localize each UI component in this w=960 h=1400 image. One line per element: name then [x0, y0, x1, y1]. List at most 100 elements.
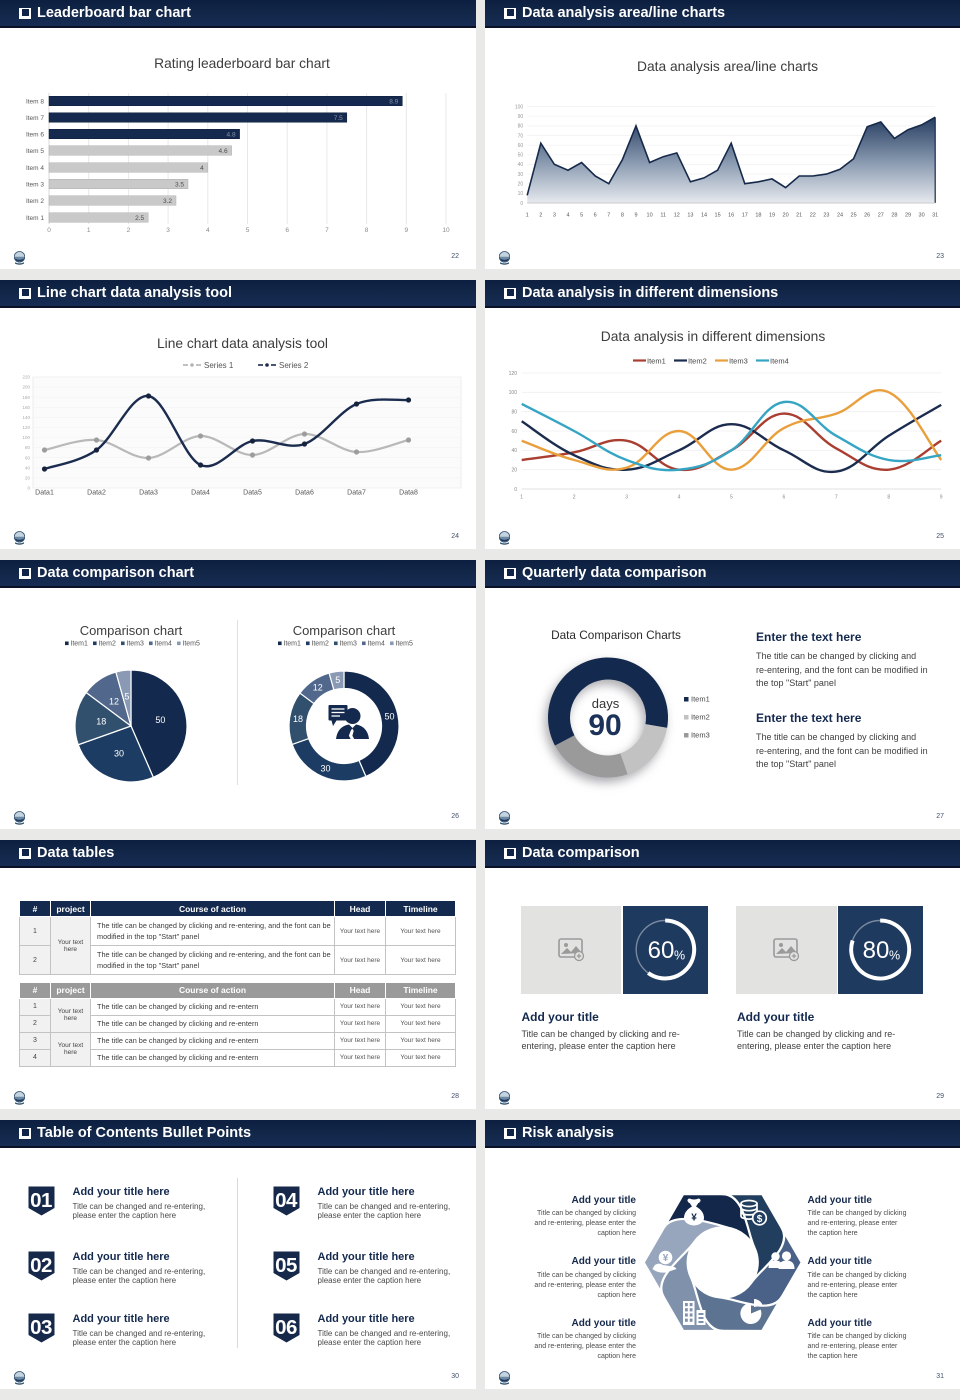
svg-text:$: $ — [757, 1214, 763, 1225]
svg-text:Item1: Item1 — [70, 640, 88, 647]
svg-text:Series 2: Series 2 — [279, 361, 309, 370]
svg-text:13: 13 — [687, 213, 693, 219]
svg-text:4: 4 — [566, 213, 569, 219]
svg-text:10: 10 — [518, 191, 524, 197]
svg-text:5: 5 — [246, 227, 250, 234]
svg-text:26: 26 — [864, 213, 870, 219]
svg-text:15: 15 — [715, 213, 721, 219]
svg-text:2: 2 — [573, 495, 576, 501]
svg-text:4.6: 4.6 — [219, 148, 228, 155]
svg-text:140: 140 — [22, 415, 30, 420]
svg-text:%: % — [889, 948, 900, 962]
svg-text:60: 60 — [25, 455, 31, 460]
svg-text:10: 10 — [442, 227, 450, 234]
svg-text:120: 120 — [509, 371, 518, 377]
svg-text:days: days — [592, 696, 620, 711]
svg-text:7: 7 — [325, 227, 329, 234]
svg-text:Item 7: Item 7 — [26, 115, 44, 122]
svg-text:18: 18 — [96, 717, 106, 727]
svg-text:29: 29 — [905, 213, 911, 219]
svg-text:Item1: Item1 — [691, 695, 710, 704]
svg-text:Data8: Data8 — [399, 490, 418, 497]
svg-text:50: 50 — [155, 715, 165, 725]
svg-text:16: 16 — [728, 213, 734, 219]
svg-text:3: 3 — [166, 227, 170, 234]
svg-text:04: 04 — [275, 1189, 298, 1212]
svg-text:24: 24 — [837, 213, 843, 219]
svg-text:1: 1 — [87, 227, 91, 234]
svg-text:Item2: Item2 — [98, 640, 116, 647]
svg-text:Item4: Item4 — [367, 640, 385, 647]
svg-text:100: 100 — [509, 390, 518, 396]
svg-text:01: 01 — [30, 1189, 52, 1212]
svg-text:Series 1: Series 1 — [204, 361, 234, 370]
svg-text:Data5: Data5 — [243, 490, 262, 497]
svg-text:0: 0 — [514, 487, 517, 493]
svg-text:Item 8: Item 8 — [26, 98, 44, 105]
svg-text:Item1: Item1 — [283, 640, 301, 647]
svg-text:9: 9 — [634, 213, 637, 219]
svg-text:6: 6 — [285, 227, 289, 234]
svg-text:Data4: Data4 — [191, 490, 210, 497]
svg-text:8: 8 — [365, 227, 369, 234]
svg-text:Data2: Data2 — [87, 490, 106, 497]
svg-text:3: 3 — [553, 213, 556, 219]
svg-text:40: 40 — [518, 162, 524, 168]
svg-text:80: 80 — [518, 124, 524, 130]
svg-text:60: 60 — [511, 429, 517, 435]
svg-text:220: 220 — [22, 375, 30, 380]
svg-text:6: 6 — [594, 213, 597, 219]
svg-text:Item2: Item2 — [688, 356, 707, 365]
svg-text:%: % — [674, 948, 685, 962]
svg-text:27: 27 — [878, 213, 884, 219]
svg-text:3.5: 3.5 — [175, 181, 184, 188]
svg-text:12: 12 — [674, 213, 680, 219]
svg-text:80: 80 — [25, 445, 31, 450]
svg-text:22: 22 — [810, 213, 816, 219]
svg-text:Item3: Item3 — [729, 356, 748, 365]
svg-text:30: 30 — [518, 172, 524, 178]
svg-text:8: 8 — [621, 213, 624, 219]
svg-text:31: 31 — [932, 213, 938, 219]
svg-text:50: 50 — [518, 153, 524, 159]
svg-text:Item3: Item3 — [339, 640, 357, 647]
svg-text:Data3: Data3 — [139, 490, 158, 497]
svg-text:2: 2 — [539, 213, 542, 219]
svg-text:80: 80 — [511, 410, 517, 416]
svg-text:7.5: 7.5 — [334, 115, 343, 122]
svg-text:6: 6 — [783, 495, 786, 501]
svg-text:50: 50 — [384, 712, 394, 722]
svg-text:100: 100 — [515, 104, 524, 110]
svg-text:Data1: Data1 — [35, 490, 54, 497]
svg-text:Item 6: Item 6 — [26, 131, 44, 138]
svg-text:19: 19 — [769, 213, 775, 219]
svg-text:Data Comparison Charts: Data Comparison Charts — [551, 628, 681, 642]
svg-text:2: 2 — [127, 227, 131, 234]
svg-text:3: 3 — [625, 495, 628, 501]
svg-text:4.8: 4.8 — [227, 131, 236, 138]
svg-text:2.5: 2.5 — [135, 215, 144, 222]
svg-text:Data7: Data7 — [347, 490, 366, 497]
svg-text:3.2: 3.2 — [163, 198, 172, 205]
svg-text:10: 10 — [647, 213, 653, 219]
svg-text:12: 12 — [109, 696, 119, 706]
svg-text:Item 4: Item 4 — [26, 165, 44, 172]
svg-text:20: 20 — [25, 476, 31, 481]
svg-text:100: 100 — [22, 435, 30, 440]
svg-text:30: 30 — [320, 764, 330, 774]
svg-text:05: 05 — [275, 1254, 297, 1277]
svg-text:40: 40 — [25, 465, 31, 470]
svg-text:60: 60 — [647, 937, 674, 964]
svg-text:30: 30 — [114, 749, 124, 759]
svg-text:5: 5 — [580, 213, 583, 219]
svg-text:180: 180 — [22, 395, 30, 400]
svg-text:5: 5 — [124, 691, 129, 701]
svg-text:Item 3: Item 3 — [26, 181, 44, 188]
svg-text:Data6: Data6 — [295, 490, 314, 497]
svg-text:Item4: Item4 — [154, 640, 172, 647]
svg-text:14: 14 — [701, 213, 707, 219]
svg-text:8: 8 — [887, 495, 890, 501]
svg-text:17: 17 — [742, 213, 748, 219]
svg-text:12: 12 — [313, 683, 323, 693]
svg-text:9: 9 — [404, 227, 408, 234]
